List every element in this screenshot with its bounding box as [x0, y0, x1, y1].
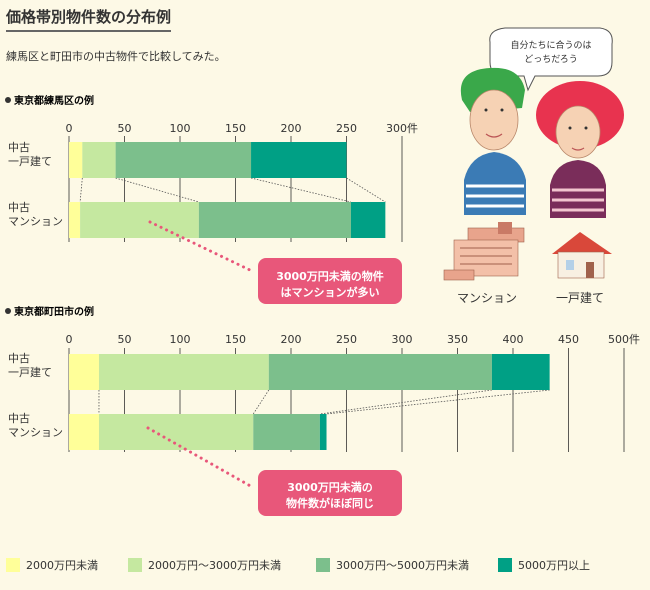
section-bullet — [5, 97, 11, 103]
connector-line — [326, 389, 550, 415]
tick-label: 50 — [118, 333, 132, 346]
speech-line: どっちだろう — [524, 54, 577, 65]
tick-label: 0 — [66, 333, 73, 346]
chart-nerima: 東京都練馬区の例 0 50 100 150 200 250 300件 中古一戸建て中古マンシ… — [5, 94, 418, 304]
bar-segment — [69, 354, 99, 390]
speech-bubble: 自分たちに合うのは どっちだろう — [489, 27, 613, 92]
connector-line — [346, 177, 386, 203]
legend-swatch — [498, 558, 512, 572]
legend-swatch — [316, 558, 330, 572]
legend-swatch — [6, 558, 20, 572]
speech-line: 自分たちに合うのは — [510, 39, 591, 51]
tick-label: 50 — [118, 122, 132, 135]
category-label: 一戸建て — [8, 365, 52, 379]
tick-label: 0 — [66, 122, 73, 135]
bar-segment — [198, 202, 351, 238]
bar-segment — [350, 202, 386, 238]
legend: 2000万円未満 2000万円〜3000万円未満 3000万円〜5000万円未満 50… — [6, 558, 590, 572]
connector-line — [250, 177, 352, 203]
legend-label: 5000万円以上 — [518, 559, 590, 572]
callout-text: 3000万円未満の物件 — [276, 269, 384, 283]
mansion-icon — [443, 222, 525, 281]
bar-segment — [69, 142, 83, 178]
bar-segment — [115, 142, 252, 178]
house-icon — [552, 232, 612, 279]
callout-text: 3000万円未満の — [287, 480, 373, 494]
tick-label: 450 — [558, 333, 579, 346]
category-label: マンション — [8, 426, 63, 439]
tick-label: 250 — [336, 333, 357, 346]
category-label: 中古 — [8, 412, 30, 425]
caption-house: 一戸建て — [556, 291, 604, 305]
woman-figure — [536, 81, 624, 218]
callout-text: 物件数がほぼ同じ — [286, 496, 374, 510]
bar-segment — [268, 354, 492, 390]
legend-swatch — [128, 558, 142, 572]
tick-label: 300 — [392, 333, 413, 346]
callout-pointer — [146, 426, 256, 490]
page-title: 価格帯別物件数の分布例 — [6, 6, 172, 32]
tick-label: 350 — [447, 333, 468, 346]
page-subtitle: 練馬区と町田市の中古物件で比較してみた。 — [6, 50, 226, 63]
tick-label: 300件 — [386, 122, 418, 135]
category-label: マンション — [8, 215, 63, 228]
callout-pointer — [148, 220, 256, 274]
tick-label: 100 — [170, 333, 191, 346]
bar-segment — [69, 202, 81, 238]
legend-label: 2000万円〜3000万円未満 — [148, 559, 281, 572]
tick-label: 200 — [281, 122, 302, 135]
bar-segment — [98, 354, 269, 390]
chart-machida: 東京都町田市の例 0 50 100 150 200 250 300 350 400 450 500件… — [5, 305, 640, 516]
category-label: 一戸建て — [8, 154, 52, 168]
connector-line — [115, 177, 199, 203]
callout-box — [258, 470, 402, 516]
tick-label: 150 — [225, 333, 246, 346]
bar-segment — [98, 414, 254, 450]
tick-label: 200 — [281, 333, 302, 346]
chart-title: 東京都町田市の例 — [14, 305, 94, 318]
legend-label: 3000万円〜5000万円未満 — [336, 559, 469, 572]
bar-segment — [491, 354, 550, 390]
category-label: 中古 — [8, 201, 30, 214]
bar-segment — [251, 142, 347, 178]
legend-label: 2000万円未満 — [26, 559, 98, 572]
bar-segment — [319, 414, 327, 450]
category-label: 中古 — [8, 352, 30, 365]
chart-title: 東京都練馬区の例 — [14, 94, 94, 107]
bar-segment — [253, 414, 320, 450]
tick-label: 150 — [225, 122, 246, 135]
connector-line — [319, 389, 492, 415]
bar-segment — [80, 202, 199, 238]
bar-segment — [69, 414, 99, 450]
section-bullet — [5, 308, 11, 314]
tick-label: 500件 — [608, 333, 640, 346]
callout-box — [258, 258, 402, 304]
tick-label: 100 — [170, 122, 191, 135]
connector-line — [252, 389, 270, 415]
tick-label: 250 — [336, 122, 357, 135]
callout-text: はマンションが多い — [281, 285, 380, 299]
couple-illustration: 自分たちに合うのは どっちだろう — [443, 27, 624, 305]
bar-segment — [82, 142, 116, 178]
connector-line — [79, 177, 83, 203]
caption-mansion: マンション — [457, 291, 517, 305]
category-label: 中古 — [8, 141, 30, 154]
man-figure — [460, 67, 526, 215]
tick-label: 400 — [503, 333, 524, 346]
